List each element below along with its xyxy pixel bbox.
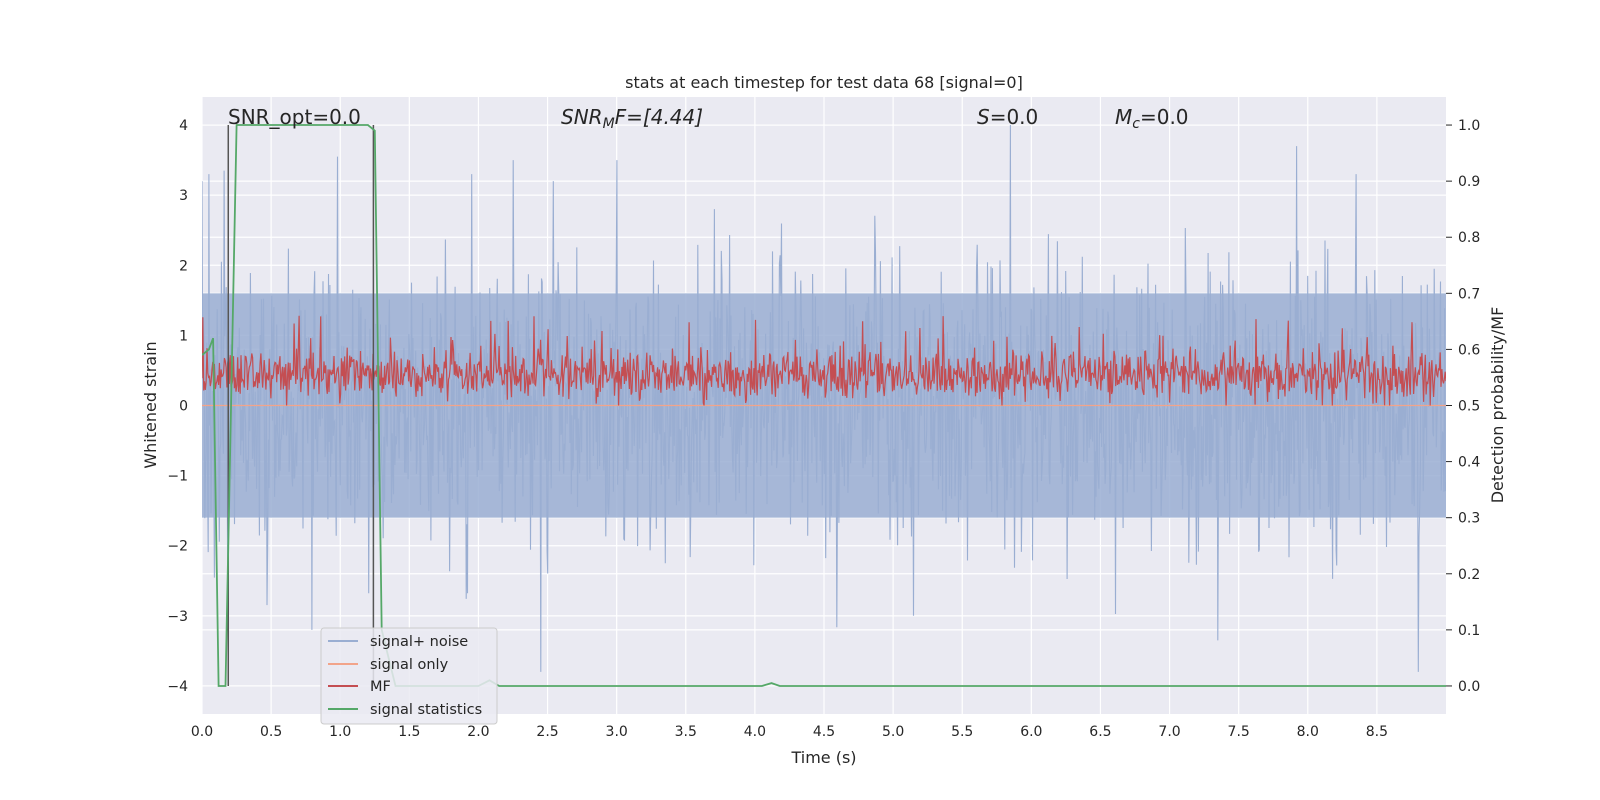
legend-box xyxy=(320,627,498,725)
y-tick-label-right: 0.7 xyxy=(1458,286,1480,302)
x-tick-label: 3.5 xyxy=(675,724,697,740)
legend: signal+ noise signal only MF signal stat… xyxy=(320,627,498,725)
y-tick-label: 0 xyxy=(179,399,188,415)
y-tick-label-right: 1.0 xyxy=(1458,118,1480,134)
x-tick-label: 7.5 xyxy=(1228,724,1250,740)
x-tick-label: 6.0 xyxy=(1020,724,1042,740)
y-tick-label: 1 xyxy=(179,328,188,344)
y-tick-label: 2 xyxy=(179,258,188,274)
x-tick-label: 7.0 xyxy=(1158,724,1180,740)
annotation-snr-mf: SNRMF=[4.44] xyxy=(561,105,703,132)
x-tick-label: 2.5 xyxy=(536,724,558,740)
y-tick-label-right: 0.9 xyxy=(1458,174,1480,190)
x-tick-label: 0.0 xyxy=(191,724,213,740)
x-tick-label: 5.5 xyxy=(951,724,973,740)
y-tick-label: −4 xyxy=(167,679,188,695)
series-mf xyxy=(202,315,1446,406)
y-tick-label: 3 xyxy=(179,188,188,204)
line-signal-noise xyxy=(202,124,1446,672)
legend-label-signal-statistics: signal statistics xyxy=(370,702,482,718)
y-tick-label: 4 xyxy=(179,118,188,134)
x-axis-ticks: 0.0 0.5 1.0 1.5 2.0 2.5 3.0 3.5 4.0 4.5 5.0 5.5 6.0 6… xyxy=(191,724,1388,740)
y-axis-ticks-right: 1.0 0.9 0.8 0.7 0.6 0.5 0.4 0.3 0.2 0.1 0.0 xyxy=(1446,118,1480,695)
y-tick-label-right: 0.3 xyxy=(1458,511,1480,527)
x-tick-label: 0.5 xyxy=(260,724,282,740)
y-tick-label-right: 0.5 xyxy=(1458,399,1480,415)
annotation-mc: Mc=0.0 xyxy=(1115,105,1189,132)
x-tick-label: 5.0 xyxy=(882,724,904,740)
y-tick-label-right: 0.0 xyxy=(1458,679,1480,695)
y-axis-label-right: Detection probability/MF xyxy=(1488,307,1507,504)
annotation-snr-opt: SNR_opt=0.0 xyxy=(228,105,361,129)
y-tick-label: −1 xyxy=(167,469,188,485)
chart-title: stats at each timestep for test data 68 … xyxy=(625,73,1023,92)
x-tick-label: 6.5 xyxy=(1089,724,1111,740)
y-tick-label-right: 0.6 xyxy=(1458,342,1480,358)
vertical-markers xyxy=(227,125,375,686)
y-axis-label: Whitened strain xyxy=(141,341,160,468)
y-axis-ticks-left: 4 3 2 1 0 −1 −2 −3 −4 xyxy=(167,118,188,695)
line-mf xyxy=(202,315,1446,406)
y-tick-label-right: 0.8 xyxy=(1458,230,1480,246)
x-tick-label: 8.5 xyxy=(1366,724,1388,740)
x-tick-label: 2.0 xyxy=(467,724,489,740)
x-tick-label: 1.0 xyxy=(329,724,351,740)
x-axis-label: Time (s) xyxy=(790,748,856,767)
y-tick-label-right: 0.1 xyxy=(1458,623,1480,639)
legend-label-mf: MF xyxy=(370,679,391,695)
y-tick-label-right: 0.4 xyxy=(1458,455,1480,471)
x-tick-label: 4.5 xyxy=(813,724,835,740)
y-tick-label: −2 xyxy=(167,539,188,555)
x-tick-label: 3.0 xyxy=(606,724,628,740)
legend-label-signal-only: signal only xyxy=(370,657,449,673)
y-tick-label-right: 0.2 xyxy=(1458,567,1480,583)
y-tick-label: −3 xyxy=(167,609,188,625)
x-tick-label: 8.0 xyxy=(1297,724,1319,740)
legend-label-signal-noise: signal+ noise xyxy=(370,634,468,650)
x-tick-label: 4.0 xyxy=(744,724,766,740)
annotation-s: S=0.0 xyxy=(977,105,1038,129)
x-tick-label: 1.5 xyxy=(398,724,420,740)
